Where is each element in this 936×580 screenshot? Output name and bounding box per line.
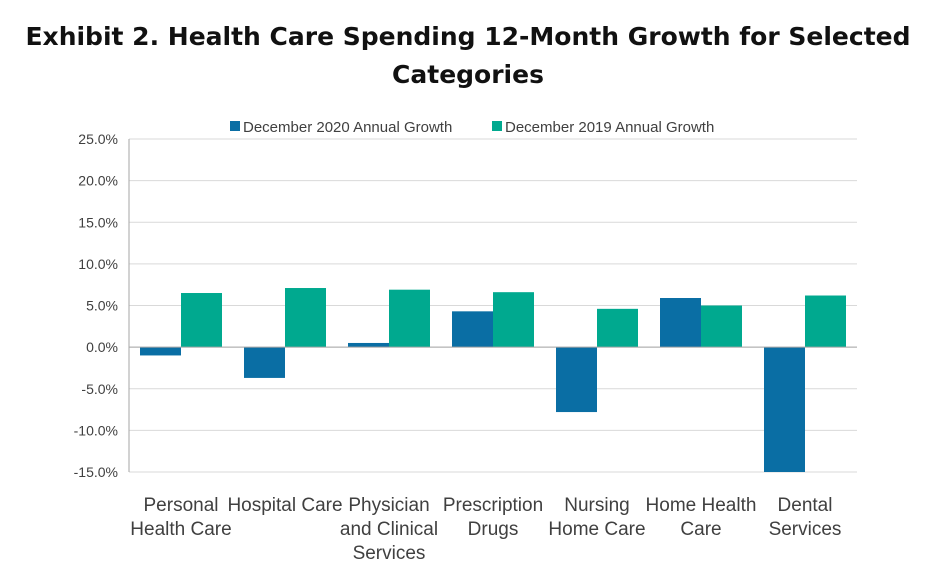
x-category-label: Physician <box>348 495 429 516</box>
y-tick-label: -15.0% <box>74 464 118 480</box>
bar-2020-5 <box>660 298 701 348</box>
x-category-label: Home Care <box>548 519 645 540</box>
y-tick-label: 15.0% <box>78 214 118 230</box>
bar-2020-0 <box>140 347 181 356</box>
x-category-label: Prescription <box>443 495 543 516</box>
chart-title-line-2: Categories <box>392 60 544 89</box>
bar-2020-1 <box>244 347 285 378</box>
bar-2019-6 <box>805 295 846 348</box>
y-tick-label: 10.0% <box>78 256 118 272</box>
x-category-label: Nursing <box>564 495 629 516</box>
y-tick-label: 20.0% <box>78 173 118 189</box>
x-category-label: Health Care <box>130 519 231 540</box>
bar-2020-4 <box>556 347 597 413</box>
bar-2020-2 <box>348 342 389 348</box>
legend-swatch-1 <box>492 121 502 131</box>
legend: December 2020 Annual Growth December 2019… <box>230 119 714 136</box>
x-category-label: Hospital Care <box>227 495 342 516</box>
bar-2019-2 <box>389 289 430 348</box>
x-category-label: Services <box>353 543 426 564</box>
chart-title-line-1: Exhibit 2. Health Care Spending 12-Month… <box>25 22 911 51</box>
y-tick-label: 5.0% <box>86 298 118 314</box>
x-category-label: Care <box>680 519 721 540</box>
x-category-label: Services <box>769 519 842 540</box>
y-tick-label: -10.0% <box>74 422 118 438</box>
legend-label-1: December 2019 Annual Growth <box>505 119 714 136</box>
legend-label-0: December 2020 Annual Growth <box>243 119 452 136</box>
y-tick-label: 25.0% <box>78 131 118 147</box>
bar-2019-5 <box>701 305 742 348</box>
chart-title: Exhibit 2. Health Care Spending 12-Month… <box>0 18 936 94</box>
bar-2019-0 <box>181 293 222 348</box>
x-category-label: and Clinical <box>340 519 438 540</box>
x-category-label: Dental <box>778 495 833 516</box>
bar-2020-3 <box>452 311 493 348</box>
x-category-label: Home Health <box>646 495 757 516</box>
bars <box>140 288 846 472</box>
x-category-label: Personal <box>144 495 219 516</box>
legend-swatch-0 <box>230 121 240 131</box>
bar-2019-4 <box>597 308 638 348</box>
bar-2019-3 <box>493 292 534 348</box>
y-axis: 25.0% 20.0% 15.0% 10.0% 5.0% 0.0% -5.0% -10.0% -… <box>74 131 130 480</box>
y-tick-label: 0.0% <box>86 339 118 355</box>
bar-2019-1 <box>285 288 326 348</box>
y-tick-label: -5.0% <box>81 381 118 397</box>
x-axis: Personal Health Care Hospital Care Physicia… <box>129 346 857 564</box>
x-category-label: Drugs <box>468 519 519 540</box>
bar-2020-6 <box>764 347 805 472</box>
